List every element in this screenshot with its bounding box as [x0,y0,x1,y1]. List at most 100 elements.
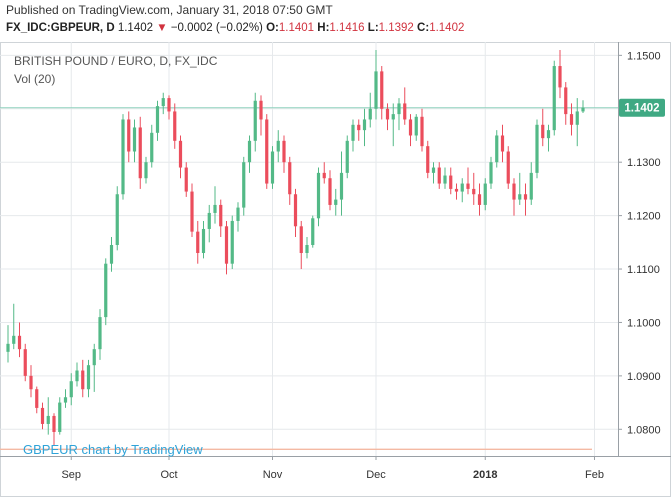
down-arrow-icon: ▼ [156,22,168,34]
time-tick-label: Oct [160,469,177,481]
volume-label: Vol (20) [14,72,55,86]
candle-body [403,103,407,120]
symbol-name[interactable]: FX_IDC:GBPEUR, D [6,22,115,34]
candle-body [17,335,22,350]
reference-lines [0,107,618,450]
candle-body [46,415,50,424]
candle-body [575,111,579,125]
candle-body [115,194,119,245]
candle-body [529,172,533,200]
candle-body [431,167,436,173]
candle-body [109,244,114,264]
candle-body [305,244,309,254]
candle-body [558,66,562,88]
chart-title: BRITISH POUND / EURO, D, FX_IDC [14,54,218,68]
candle-body [29,375,33,390]
candle-body [282,140,286,163]
time-tick-label: Feb [585,469,604,481]
time-tick-label: 2018 [473,469,497,481]
time-tick-label: Nov [263,469,283,481]
candle-body [132,127,137,152]
candle-body [552,66,556,131]
price-tick-label: 1.1500 [627,50,661,62]
time-axis: Sep Oct Nov Dec 2018 Feb [61,456,604,481]
candle-body [75,370,79,382]
candle-body [495,135,499,163]
candle-body [426,146,430,173]
candle-body [247,140,252,163]
candle-body [230,220,234,264]
candle-body [334,199,338,205]
last-price-tag-text: 1.1402 [624,103,659,115]
candle-body [178,140,183,168]
time-tick-label: Sep [61,469,81,481]
price-tick-label: 1.0900 [627,371,661,383]
candle-body [270,151,275,184]
candlestick-chart[interactable]: 1.15001.14001.13001.12001.11001.10001.09… [0,42,671,497]
candle-body [23,349,27,376]
candle-body [253,100,257,141]
watermark[interactable]: GBPEUR chart by TradingView [23,442,203,457]
candle-body [213,204,217,213]
chart-frame[interactable]: 1.15001.14001.13001.12001.11001.10001.09… [0,42,671,497]
candle-body [138,127,142,179]
candle-body [288,162,292,195]
published-caption: Published on TradingView.com, January 31… [6,3,333,17]
time-tick-label: Dec [366,469,386,481]
candle-body [454,188,459,192]
candle-body [460,183,464,192]
candle-body [357,124,361,131]
candle-body [265,119,269,184]
candle-body [518,194,522,200]
price-tick-label: 1.1300 [627,157,661,169]
price-tick-label: 1.1000 [627,317,661,329]
candle-body [569,114,574,125]
last-price: 1.1402 [117,22,154,34]
candle-body [391,114,395,120]
high-label: H: [317,22,330,34]
candle-body [242,162,246,208]
last-price-tag-bg [619,98,665,117]
candle-body [449,175,453,189]
candle-body [69,381,73,398]
low-label: L: [367,22,379,34]
price-tick-label: 1.1200 [627,211,661,223]
candle-body [316,172,321,219]
candle-body [81,370,85,390]
candle-body [35,389,39,408]
symbol-header: FX_IDC:GBPEUR, D 1.1402 ▼ −0.0002 (−0.02… [6,22,464,34]
candle-body [472,188,476,195]
candle-body [506,151,510,184]
candle-body [40,407,45,424]
candle-body [523,194,528,200]
candle-body [397,103,401,115]
candle-body [167,98,171,112]
candle-body [546,130,551,139]
last-price-tag: 1.1402 [619,98,665,117]
candle-body [224,226,229,264]
price-change: −0.0002 (−0.02%) [170,22,263,34]
candle-body [489,162,493,184]
candle-body [581,107,585,112]
open-label: O: [266,22,279,34]
candle-body [420,116,424,147]
candle-body [443,175,447,184]
candle-body [184,167,188,192]
candle-body [150,132,154,163]
open-value: 1.1401 [278,22,315,34]
candle-body [190,191,194,232]
candle-body [52,415,56,432]
candle-body [196,231,200,254]
candle-body [127,119,131,152]
candle-body [351,124,355,141]
candle-body [58,402,62,432]
candle-body [299,226,303,254]
candle-body [512,183,516,200]
candle-body [339,172,344,200]
close-value: 1.1402 [429,22,465,34]
candle-body [408,119,413,136]
candle-body [477,194,482,205]
candle-body [414,116,418,136]
candle-body [104,263,108,318]
candle-body [437,167,441,184]
